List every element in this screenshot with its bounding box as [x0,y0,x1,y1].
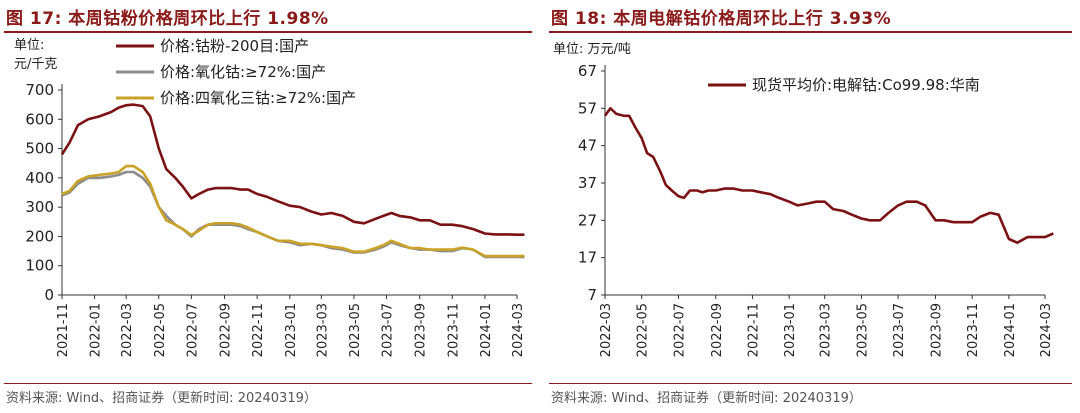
title-divider [549,31,1072,33]
y-tick-label: 100 [25,257,54,275]
x-tick-label: 2022-11 [746,303,761,357]
x-tick-label: 2024-01 [479,303,494,357]
unit-label: 单位: 万元/吨 [553,42,631,57]
title-divider [4,31,532,33]
series-line-1 [60,103,525,236]
y-tick-label: 500 [25,140,54,158]
x-tick-label: 2022-03 [599,303,614,357]
x-tick-label: 2021-11 [56,303,71,357]
x-tick-label: 2022-07 [672,303,687,357]
source-divider [4,383,532,384]
x-tick-label: 2023-05 [348,303,363,357]
series-line-3 [61,164,525,258]
legend-label: 价格:钴粉-200目:国产 [160,37,309,55]
y-tick-label: 0 [44,286,54,304]
cobalt-powder-line-chart: 0 100 200 300 400 500 600 700 2021-11 2022-01 2022… [25,37,526,357]
x-tick-label: 2023-05 [855,303,870,357]
x-tick-label: 2022-09 [219,303,234,357]
x-tick-label: 2023-03 [315,303,330,357]
x-tick-label: 2024-03 [511,303,526,357]
y-tick-label: 37 [578,174,597,192]
y-tick-label: 67 [578,62,597,80]
series-line-2 [61,170,525,259]
series-line-1 [603,107,1054,244]
y-tick-label: 17 [578,249,597,267]
legend-label: 价格:四氧化三钴:≥72%:国产 [160,89,356,107]
x-tick-label: 2023-01 [783,303,798,357]
y-tick-label: 300 [25,198,54,216]
legend-label: 价格:氧化钴:≥72%:国产 [160,63,326,81]
x-tick-label: 2023-09 [414,303,429,357]
source-note: 资料来源: Wind、招商证券（更新时间: 20240319） [6,391,317,406]
chart-title: 图 18: 本周电解钴价格周环比上行 3.93% [551,9,892,29]
source-divider [549,383,1072,384]
x-tick-label: 2022-05 [153,303,168,357]
y-tick-label: 27 [578,211,597,229]
right-chart-panel: 图 18: 本周电解钴价格周环比上行 3.93% 单位: 万元/吨 7 17 27 3… [545,0,1080,413]
x-tick-label: 2024-03 [1039,303,1054,357]
unit-label-line2: 元/千克 [14,57,58,72]
y-tick-label: 700 [25,81,54,99]
x-tick-label: 2024-01 [1003,303,1018,357]
y-tick-label: 600 [25,110,54,128]
x-tick-label: 2023-03 [819,303,834,357]
x-tick-label: 2023-11 [446,303,461,357]
left-chart-panel: 图 17: 本周钴粉价格周环比上行 1.98% 单位: 元/千克 0 100 200… [4,9,532,406]
x-tick-label: 2022-09 [710,303,725,357]
x-tick-label: 2022-03 [120,303,135,357]
legend-label: 现货平均价:电解钴:Co99.98:华南 [752,76,980,94]
x-tick-label: 2022-07 [185,303,200,357]
y-tick-label: 7 [587,286,597,304]
unit-label-line1: 单位: [14,38,45,53]
y-tick-label: 57 [578,99,597,117]
source-note: 资料来源: Wind、招商证券（更新时间: 20240319） [551,391,862,406]
x-tick-label: 2023-11 [966,303,981,357]
x-tick-label: 2023-01 [284,303,299,357]
x-tick-label: 2023-07 [892,303,907,357]
x-tick-label: 2022-11 [251,303,266,357]
electrolytic-cobalt-line-chart: 7 17 27 37 47 57 67 2022-03 2022-05 2022-07 2022-0… [578,62,1054,357]
chart-title: 图 17: 本周钴粉价格周环比上行 1.98% [6,9,329,29]
x-tick-label: 2022-05 [636,303,651,357]
x-tick-label: 2022-01 [89,303,104,357]
x-tick-label: 2023-09 [929,303,944,357]
y-tick-label: 47 [578,137,597,155]
x-tick-label: 2023-07 [381,303,396,357]
y-tick-label: 200 [25,227,54,245]
y-tick-label: 400 [25,169,54,187]
